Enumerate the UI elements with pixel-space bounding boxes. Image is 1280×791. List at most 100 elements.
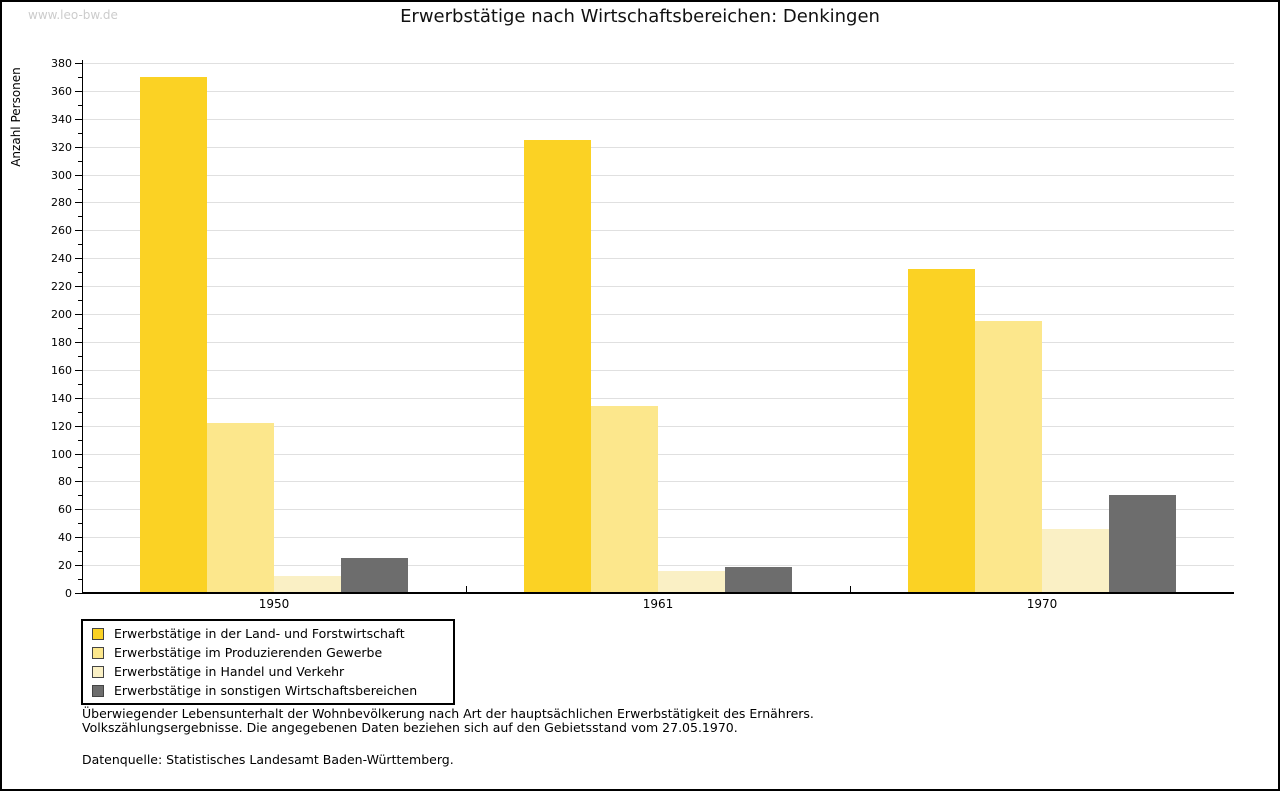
legend-swatch-4 [92, 684, 104, 697]
gridline-260 [82, 230, 1234, 231]
y-major-tick-180 [75, 342, 82, 343]
gridline-80 [82, 481, 1234, 482]
bar-1961-series-4 [725, 567, 792, 593]
gridline-320 [82, 147, 1234, 148]
x-boundary-tick-2 [850, 586, 851, 592]
y-tick-label-40: 40 [58, 531, 72, 544]
watermark: www.leo-bw.de [28, 8, 118, 22]
y-minor-tick-190 [78, 328, 82, 329]
y-major-tick-80 [75, 481, 82, 482]
y-tick-label-260: 260 [51, 224, 72, 237]
x-tick-label-1961: 1961 [642, 597, 674, 611]
y-major-tick-100 [75, 454, 82, 455]
bar-1950-series-4 [341, 558, 408, 593]
bar-1970-series-1 [908, 269, 975, 593]
gridline-180 [82, 342, 1234, 343]
legend-label-2: Erwerbstätige im Produzierenden Gewerbe [114, 645, 383, 660]
y-major-tick-360 [75, 91, 82, 92]
y-major-tick-160 [75, 370, 82, 371]
gridline-60 [82, 509, 1234, 510]
y-minor-tick-290 [78, 189, 82, 190]
y-tick-label-80: 80 [58, 475, 72, 488]
footnote: Überwiegender Lebensunterhalt der Wohnbe… [82, 707, 814, 767]
gridline-220 [82, 286, 1234, 287]
y-minor-tick-50 [78, 523, 82, 524]
gridline-40 [82, 537, 1234, 538]
gridline-20 [82, 565, 1234, 566]
legend-item-2: Erwerbstätige im Produzierenden Gewerbe [92, 643, 444, 662]
y-tick-label-180: 180 [51, 336, 72, 349]
gridline-300 [82, 175, 1234, 176]
gridline-100 [82, 454, 1234, 455]
legend-item-3: Erwerbstätige in Handel und Verkehr [92, 662, 444, 681]
y-tick-label-120: 120 [51, 420, 72, 433]
y-tick-label-200: 200 [51, 308, 72, 321]
legend-item-1: Erwerbstätige in der Land- und Forstwirt… [92, 624, 444, 643]
gridline-140 [82, 398, 1234, 399]
footnote-line-1: Überwiegender Lebensunterhalt der Wohnbe… [82, 706, 814, 721]
y-tick-label-0: 0 [65, 587, 72, 600]
x-axis-line [82, 592, 1234, 594]
gridline-200 [82, 314, 1234, 315]
y-major-tick-320 [75, 147, 82, 148]
y-tick-label-380: 380 [51, 57, 72, 70]
y-major-tick-340 [75, 119, 82, 120]
y-tick-label-20: 20 [58, 559, 72, 572]
y-major-tick-120 [75, 426, 82, 427]
y-minor-tick-250 [78, 244, 82, 245]
y-major-tick-220 [75, 286, 82, 287]
y-tick-label-280: 280 [51, 196, 72, 209]
y-minor-tick-130 [78, 412, 82, 413]
y-minor-tick-90 [78, 467, 82, 468]
bar-1970-series-4 [1109, 495, 1176, 593]
bar-1950-series-1 [140, 77, 207, 593]
y-tick-label-320: 320 [51, 141, 72, 154]
y-major-tick-200 [75, 314, 82, 315]
gridline-340 [82, 119, 1234, 120]
y-tick-label-140: 140 [51, 392, 72, 405]
legend-label-3: Erwerbstätige in Handel und Verkehr [114, 664, 345, 679]
y-tick-label-340: 340 [51, 113, 72, 126]
data-source: Datenquelle: Statistisches Landesamt Bad… [82, 752, 454, 767]
y-tick-label-300: 300 [51, 169, 72, 182]
bar-1950-series-3 [274, 576, 341, 593]
legend-swatch-3 [92, 665, 104, 678]
bar-1961-series-3 [658, 571, 725, 593]
gridline-380 [82, 63, 1234, 64]
y-minor-tick-370 [78, 77, 82, 78]
y-major-tick-60 [75, 509, 82, 510]
y-minor-tick-350 [78, 105, 82, 106]
gridline-280 [82, 202, 1234, 203]
y-tick-label-60: 60 [58, 503, 72, 516]
gridline-240 [82, 258, 1234, 259]
footnote-line-2: Volkszählungsergebnisse. Die angegebenen… [82, 720, 738, 735]
y-major-tick-140 [75, 398, 82, 399]
y-minor-tick-70 [78, 495, 82, 496]
y-tick-label-360: 360 [51, 85, 72, 98]
gridline-360 [82, 91, 1234, 92]
bar-1950-series-2 [207, 423, 274, 593]
bar-1961-series-1 [524, 140, 591, 593]
y-major-tick-40 [75, 537, 82, 538]
y-major-tick-0 [75, 593, 82, 594]
y-minor-tick-150 [78, 384, 82, 385]
x-boundary-tick-1 [466, 586, 467, 592]
y-minor-tick-210 [78, 300, 82, 301]
y-axis-line [82, 60, 83, 594]
y-minor-tick-170 [78, 356, 82, 357]
gridline-160 [82, 370, 1234, 371]
legend-swatch-2 [92, 646, 104, 659]
legend: Erwerbstätige in der Land- und Forstwirt… [81, 619, 455, 705]
y-major-tick-240 [75, 258, 82, 259]
gridline-120 [82, 426, 1234, 427]
y-tick-label-220: 220 [51, 280, 72, 293]
legend-swatch-1 [92, 627, 104, 640]
y-major-tick-260 [75, 230, 82, 231]
legend-label-4: Erwerbstätige in sonstigen Wirtschaftsbe… [114, 683, 418, 698]
x-tick-label-1970: 1970 [1026, 597, 1058, 611]
y-major-tick-380 [75, 63, 82, 64]
y-major-tick-300 [75, 175, 82, 176]
y-minor-tick-10 [78, 579, 82, 580]
